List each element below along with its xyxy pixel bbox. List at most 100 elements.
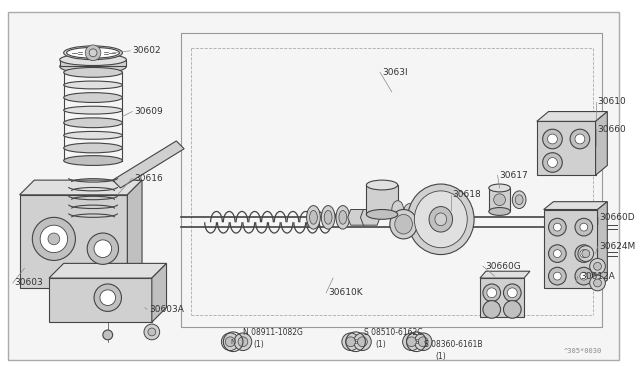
Bar xyxy=(181,33,602,327)
Ellipse shape xyxy=(63,46,122,60)
Text: 30602: 30602 xyxy=(132,46,161,55)
Circle shape xyxy=(580,223,588,231)
Text: 30609: 30609 xyxy=(134,107,163,116)
Circle shape xyxy=(358,337,367,347)
Ellipse shape xyxy=(429,206,452,232)
Text: 30660D: 30660D xyxy=(600,213,635,222)
Text: N: N xyxy=(230,339,236,345)
Ellipse shape xyxy=(63,131,122,139)
Circle shape xyxy=(483,301,500,318)
Circle shape xyxy=(342,333,360,350)
Circle shape xyxy=(403,333,420,350)
Circle shape xyxy=(508,288,517,298)
Polygon shape xyxy=(20,195,127,288)
Polygon shape xyxy=(152,263,166,322)
Circle shape xyxy=(406,337,416,347)
Ellipse shape xyxy=(435,213,447,226)
Circle shape xyxy=(87,233,118,264)
Circle shape xyxy=(483,284,500,302)
Circle shape xyxy=(221,333,239,350)
Polygon shape xyxy=(543,209,598,288)
Circle shape xyxy=(346,337,356,347)
Ellipse shape xyxy=(404,203,415,221)
Circle shape xyxy=(89,49,97,57)
Text: 30618: 30618 xyxy=(452,190,481,199)
Circle shape xyxy=(589,259,605,274)
Ellipse shape xyxy=(390,209,417,239)
Circle shape xyxy=(594,262,602,270)
Circle shape xyxy=(504,284,521,302)
Circle shape xyxy=(543,153,563,172)
Circle shape xyxy=(238,337,248,347)
Circle shape xyxy=(94,284,122,311)
Circle shape xyxy=(414,333,432,350)
Ellipse shape xyxy=(408,184,474,254)
Circle shape xyxy=(144,324,159,340)
Circle shape xyxy=(103,330,113,340)
Ellipse shape xyxy=(63,106,122,114)
Ellipse shape xyxy=(489,208,510,215)
Polygon shape xyxy=(49,263,166,278)
Ellipse shape xyxy=(339,211,347,224)
Polygon shape xyxy=(127,180,142,288)
Polygon shape xyxy=(20,180,142,195)
Polygon shape xyxy=(537,112,607,121)
Ellipse shape xyxy=(414,191,467,248)
Text: 30617: 30617 xyxy=(500,171,528,180)
Polygon shape xyxy=(596,112,607,175)
Ellipse shape xyxy=(515,195,523,205)
Circle shape xyxy=(570,129,589,149)
Circle shape xyxy=(548,158,557,167)
Polygon shape xyxy=(480,271,530,278)
Text: 30610K: 30610K xyxy=(328,288,363,297)
Ellipse shape xyxy=(60,60,126,73)
Ellipse shape xyxy=(63,81,122,89)
Circle shape xyxy=(33,217,76,260)
Polygon shape xyxy=(489,188,510,211)
Polygon shape xyxy=(480,278,524,317)
Circle shape xyxy=(225,337,235,347)
Ellipse shape xyxy=(60,54,126,65)
Circle shape xyxy=(548,267,566,285)
Ellipse shape xyxy=(324,211,332,224)
Circle shape xyxy=(580,272,588,280)
Circle shape xyxy=(575,218,593,236)
Text: 30603A: 30603A xyxy=(149,305,184,314)
Text: S: S xyxy=(353,339,358,345)
Ellipse shape xyxy=(489,184,510,192)
Text: 30660G: 30660G xyxy=(485,262,520,271)
Text: (1): (1) xyxy=(375,340,386,349)
Text: S 08360-6161B: S 08360-6161B xyxy=(424,340,483,349)
Text: 30624M: 30624M xyxy=(600,242,636,251)
Circle shape xyxy=(578,246,594,262)
Ellipse shape xyxy=(321,206,335,229)
Circle shape xyxy=(148,328,156,336)
Circle shape xyxy=(548,134,557,144)
Polygon shape xyxy=(360,209,380,225)
Text: 3063I: 3063I xyxy=(382,68,408,77)
Circle shape xyxy=(589,275,605,291)
Circle shape xyxy=(100,290,116,305)
Circle shape xyxy=(234,333,252,350)
Polygon shape xyxy=(49,278,152,322)
Polygon shape xyxy=(60,60,126,67)
Circle shape xyxy=(594,279,602,287)
Ellipse shape xyxy=(310,211,317,224)
Text: 30610: 30610 xyxy=(598,97,627,106)
Circle shape xyxy=(554,250,561,257)
Ellipse shape xyxy=(392,201,404,218)
Ellipse shape xyxy=(67,47,120,58)
Text: S: S xyxy=(414,339,419,345)
Ellipse shape xyxy=(307,206,320,229)
Circle shape xyxy=(582,250,589,257)
Text: S 08510-6162C: S 08510-6162C xyxy=(364,328,423,337)
Circle shape xyxy=(575,245,593,262)
Ellipse shape xyxy=(63,93,122,102)
Polygon shape xyxy=(598,202,607,288)
Polygon shape xyxy=(113,141,184,188)
Ellipse shape xyxy=(415,206,427,224)
Ellipse shape xyxy=(63,67,122,77)
Circle shape xyxy=(493,194,506,206)
Ellipse shape xyxy=(336,206,349,229)
Ellipse shape xyxy=(63,118,122,128)
